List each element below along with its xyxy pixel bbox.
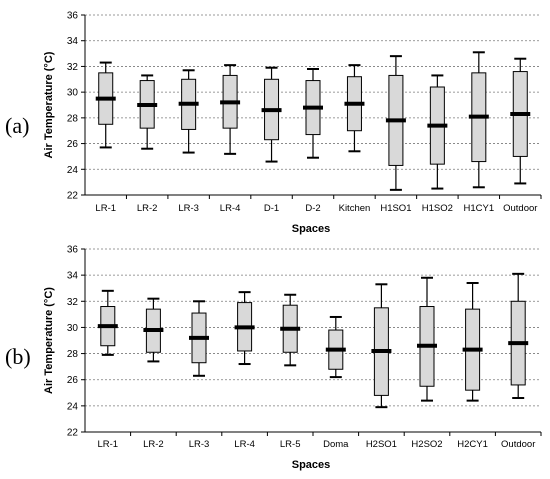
y-tick-label: 24 (67, 165, 79, 176)
y-tick-label: 34 (67, 36, 79, 47)
y-tick-label: 26 (67, 139, 79, 150)
box-LR-2 (143, 297, 164, 363)
box-LR-1 (97, 289, 118, 356)
x-tick-label: D-1 (264, 203, 279, 214)
x-tick-label: LR-2 (137, 203, 158, 214)
y-tick-label: 30 (67, 88, 79, 99)
y-tick-label: 32 (67, 297, 79, 308)
x-tick-label: D-2 (305, 203, 320, 214)
x-tick-label: Doma (323, 439, 349, 450)
chart-panel-2: 22 24 26 28 30 32 34 36 LR-1 LR-2 LR-3 LR-4 LR-5 Doma… (5, 245, 542, 471)
x-tick-label: LR-2 (143, 439, 164, 450)
x-tick-label: LR-3 (178, 203, 199, 214)
box-H1SO1 (385, 55, 406, 191)
x-tick-label: H1SO2 (422, 203, 453, 214)
box-LR-3 (189, 300, 209, 377)
box-H2CY1 (462, 281, 483, 402)
y-tick-label: 22 (67, 191, 79, 202)
x-tick-label: LR-5 (280, 439, 301, 450)
x-tick-label: LR-3 (189, 439, 210, 450)
y-tick-label: 36 (67, 11, 79, 22)
box-LR-1 (95, 61, 116, 149)
y-axis-title: Air Temperature (°C) (43, 287, 55, 394)
box-H2SO2 (417, 276, 437, 402)
x-tick-label: Outdoor (503, 203, 537, 214)
box-Kitchen (344, 64, 365, 153)
x-tick-label: H2CY1 (457, 439, 488, 450)
y-tick-label: 28 (67, 113, 79, 124)
box-H2SO1 (371, 283, 392, 409)
box-LR-4 (234, 291, 255, 366)
y-tick-label: 26 (67, 375, 79, 386)
box-Outdoor (510, 57, 531, 185)
x-tick-label: LR-4 (220, 203, 241, 214)
box-LR-5 (280, 293, 301, 367)
y-tick-label: 34 (67, 271, 79, 282)
y-tick-label: 30 (67, 323, 79, 334)
chart-panel-1: 22 24 26 28 30 32 34 36 LR-1 LR-2 LR-3 LR-4 D-1 D-2 Ki… (5, 11, 542, 235)
x-tick-label: H1CY1 (464, 203, 495, 214)
x-tick-label: LR-1 (95, 203, 116, 214)
x-tick-label: H1SO1 (380, 203, 411, 214)
x-tick-label: H2SO2 (411, 439, 442, 450)
y-tick-label: 36 (67, 245, 79, 256)
y-tick-label: 28 (67, 349, 79, 360)
x-tick-label: LR-1 (98, 439, 119, 450)
x-tick-label: LR-4 (234, 439, 255, 450)
y-tick-label: 22 (67, 428, 79, 439)
box-D-1 (261, 66, 282, 163)
box-D-2 (303, 68, 323, 159)
box-LR-4 (220, 64, 241, 155)
y-axis-title: Air Temperature (°C) (43, 51, 55, 158)
x-tick-label: Kitchen (339, 203, 371, 214)
x-axis-title: Spaces (292, 223, 331, 235)
box-H1CY1 (468, 51, 489, 189)
y-tick-label: 24 (67, 401, 79, 412)
y-tick-label: 32 (67, 62, 79, 73)
box-LR-2 (137, 74, 158, 150)
x-tick-label: H2SO1 (366, 439, 397, 450)
panel-label: (b) (5, 344, 31, 369)
box-LR-3 (178, 69, 199, 154)
x-tick-label: Outdoor (501, 439, 535, 450)
x-axis-title: Spaces (292, 459, 331, 471)
box-H1SO2 (427, 74, 448, 190)
box-Outdoor (508, 272, 529, 400)
box-Doma (325, 315, 346, 379)
panel-label: (a) (5, 113, 29, 138)
